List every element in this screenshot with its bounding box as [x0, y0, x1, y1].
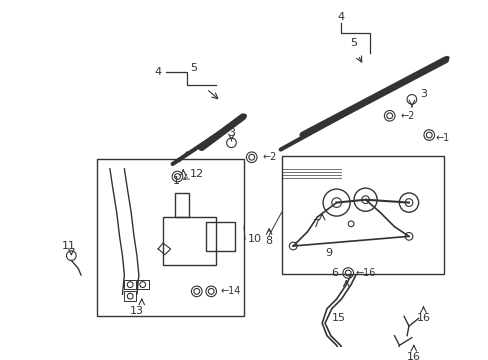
Text: 4: 4 [337, 12, 345, 22]
Text: ←14: ←14 [221, 286, 241, 296]
Text: 15: 15 [331, 313, 345, 323]
Text: 7: 7 [311, 219, 318, 229]
Bar [97, 159, 244, 316]
Bar [124, 291, 136, 301]
Text: ←16: ←16 [355, 268, 376, 278]
Text: 12: 12 [189, 168, 203, 179]
Text: 5: 5 [190, 63, 197, 72]
Text: 4: 4 [154, 67, 162, 77]
Text: 16: 16 [416, 313, 429, 323]
Text: ←1: ←1 [435, 133, 449, 143]
Text: 16: 16 [406, 352, 420, 360]
Text: ←2: ←2 [262, 152, 276, 162]
Bar [124, 280, 136, 289]
Text: 6: 6 [330, 268, 338, 278]
Text: 11: 11 [61, 241, 75, 251]
Text: 10: 10 [247, 234, 261, 244]
Bar [174, 193, 189, 217]
Text: ←2: ←2 [400, 111, 414, 121]
Text: 8: 8 [265, 236, 272, 246]
Bar [281, 156, 443, 274]
Text: 3: 3 [227, 128, 235, 138]
Bar [206, 222, 235, 251]
Text: 9: 9 [325, 248, 332, 258]
Text: 1: 1 [173, 176, 180, 186]
Bar [137, 280, 148, 289]
Text: 3: 3 [419, 89, 426, 99]
Text: 13: 13 [130, 306, 143, 316]
Bar [163, 217, 216, 265]
Text: 5: 5 [350, 39, 357, 48]
